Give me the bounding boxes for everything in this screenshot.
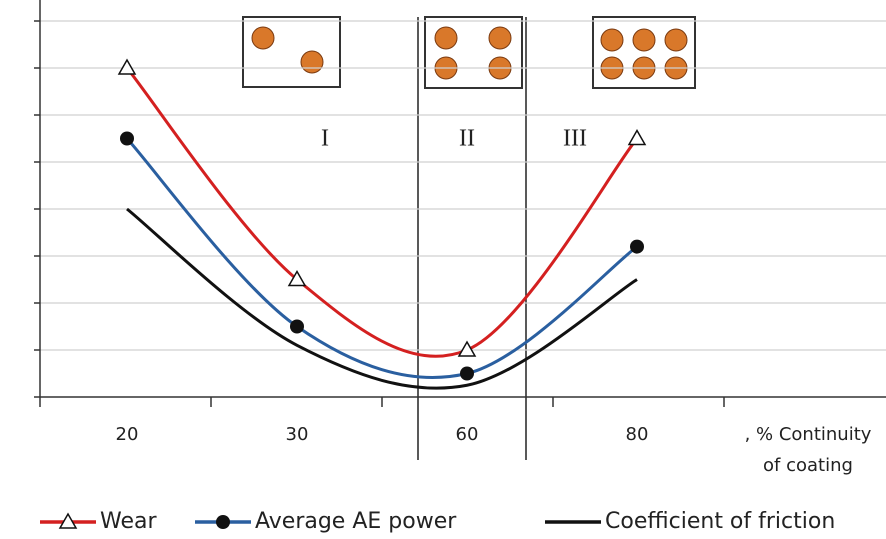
legend-item: Coefficient of friction [545, 509, 835, 534]
legend-label: Average AE power [255, 509, 457, 534]
x-tick-label: 80 [626, 424, 649, 445]
marker [58, 512, 78, 529]
line [125, 137, 638, 379]
legend-item: Wear [40, 509, 157, 534]
series [126, 207, 638, 390]
x-axis-label: , % Continuity [745, 424, 872, 445]
legend-label: Coefficient of friction [605, 509, 835, 534]
series [120, 131, 644, 381]
region-label: III [563, 126, 587, 152]
line [125, 67, 639, 358]
particle-boxes [242, 16, 696, 89]
legend-item: Average AE power [195, 509, 457, 534]
marker [457, 340, 477, 357]
x-tick-label: 20 [116, 424, 139, 445]
marker [630, 239, 644, 254]
series [117, 58, 647, 358]
x-tick-label: 30 [286, 424, 309, 445]
marker [216, 515, 230, 529]
marker [120, 131, 134, 146]
region-label: I [321, 126, 329, 152]
marker [287, 269, 307, 287]
region-label: II [459, 126, 475, 152]
marker [290, 319, 304, 334]
x-tick-label: 60 [456, 424, 479, 445]
marker [117, 58, 137, 75]
line [126, 207, 638, 390]
marker [460, 366, 474, 381]
legend-label: Wear [100, 509, 157, 534]
marker [627, 128, 647, 146]
x-axis-label: of coating [763, 455, 853, 476]
